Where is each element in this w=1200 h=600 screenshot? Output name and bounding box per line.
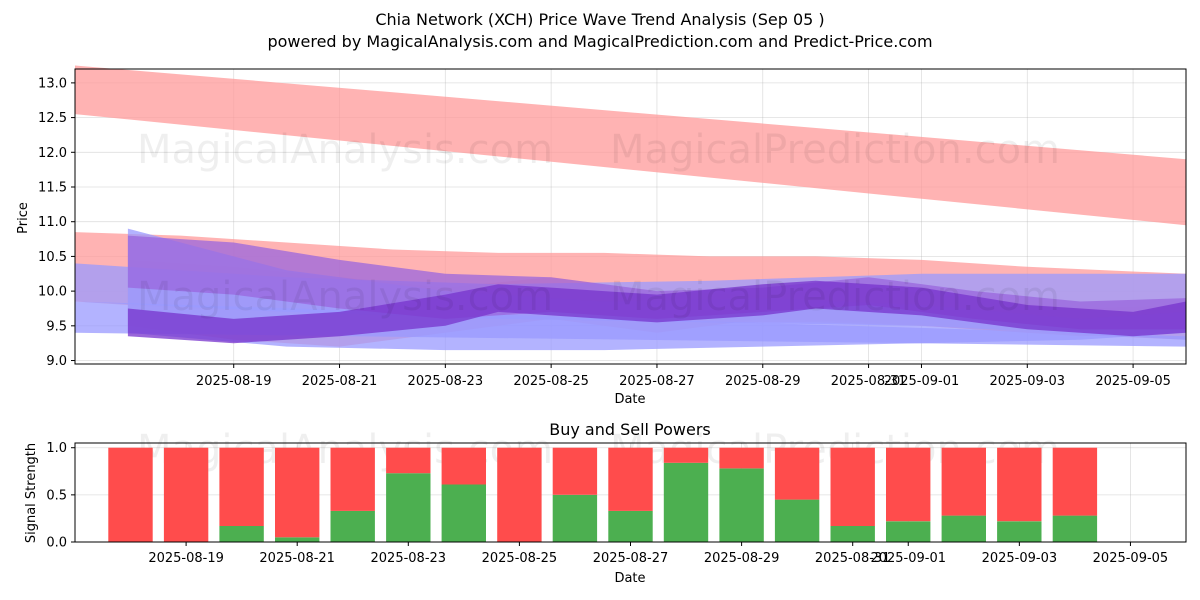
sell-power-bar bbox=[886, 447, 931, 522]
signal-y-tick-label: 0.0 bbox=[46, 536, 67, 551]
signal-x-tick-label: 2025-09-05 bbox=[1093, 551, 1169, 566]
signal-bars bbox=[108, 447, 1098, 542]
price-x-axis-label: Date bbox=[614, 392, 645, 407]
signal-y-tick-label: 1.0 bbox=[46, 441, 67, 456]
signal-x-tick-label: 2025-08-25 bbox=[482, 551, 558, 566]
chart-subtitle: powered by MagicalAnalysis.com and Magic… bbox=[267, 32, 932, 51]
price-y-tick-label: 9.0 bbox=[46, 354, 67, 369]
buy-power-bar bbox=[886, 521, 931, 542]
price-y-tick-label: 10.5 bbox=[38, 250, 67, 265]
buy-power-bar bbox=[275, 537, 320, 542]
signal-x-tick-label: 2025-08-21 bbox=[259, 551, 335, 566]
signal-x-tick-label: 2025-08-29 bbox=[704, 551, 780, 566]
buy-power-bar bbox=[663, 462, 709, 542]
buy-power-bar bbox=[830, 526, 875, 542]
price-wave-band bbox=[127, 280, 1186, 344]
signal-x-tick-label: 2025-09-03 bbox=[982, 551, 1058, 566]
price-y-tick-label: 11.5 bbox=[38, 181, 67, 196]
signal-chart: Buy and Sell Powers MagicalAnalysis.com … bbox=[24, 420, 1187, 586]
signal-x-tick-label: 2025-08-31 bbox=[815, 551, 891, 566]
signal-y-axis-label: Signal Strength bbox=[24, 443, 39, 543]
buy-power-bar bbox=[941, 515, 986, 542]
buy-power-bar bbox=[774, 499, 820, 542]
sell-power-bar bbox=[497, 447, 542, 542]
buy-power-bar bbox=[219, 526, 264, 542]
price-y-tick-label: 9.5 bbox=[46, 319, 67, 334]
price-y-tick-label: 13.0 bbox=[38, 76, 67, 91]
price-y-tick-label: 11.0 bbox=[38, 215, 67, 230]
sell-power-bar bbox=[719, 447, 764, 469]
sell-power-bar bbox=[441, 447, 486, 485]
sell-power-bar bbox=[386, 447, 431, 474]
signal-x-tick-label: 2025-08-19 bbox=[148, 551, 224, 566]
price-y-tick-label: 10.0 bbox=[38, 285, 67, 300]
watermark-prediction: MagicalPrediction.com bbox=[610, 127, 1060, 173]
price-x-ticks: 2025-08-19 2025-08-21 2025-08-23 2025-08-25… bbox=[196, 364, 1171, 389]
signal-y-ticks: 0.0 0.5 1.0 bbox=[46, 441, 75, 551]
price-x-tick-label: 2025-08-21 bbox=[302, 374, 378, 389]
buy-power-bar bbox=[330, 510, 375, 542]
price-x-tick-label: 2025-09-01 bbox=[884, 374, 960, 389]
signal-x-tick-label: 2025-08-23 bbox=[371, 551, 447, 566]
watermark-prediction-mid: MagicalPrediction.com bbox=[610, 274, 1060, 320]
sell-power-bar bbox=[663, 447, 709, 463]
signal-y-tick-label: 0.5 bbox=[46, 488, 67, 503]
sell-power-bar bbox=[997, 447, 1042, 522]
signal-chart-title: Buy and Sell Powers bbox=[549, 420, 711, 439]
price-x-tick-label: 2025-09-03 bbox=[990, 374, 1066, 389]
watermark-analysis: MagicalAnalysis.com bbox=[137, 127, 553, 173]
signal-x-axis-label: Date bbox=[614, 571, 645, 586]
signal-x-tick-label: 2025-09-01 bbox=[870, 551, 946, 566]
sell-power-bar bbox=[774, 447, 820, 500]
chart-title: Chia Network (XCH) Price Wave Trend Anal… bbox=[375, 10, 824, 29]
price-y-axis-label: Price bbox=[16, 202, 31, 234]
sell-power-bar bbox=[275, 447, 320, 538]
sell-power-bar bbox=[330, 447, 375, 511]
sell-power-bar bbox=[108, 447, 153, 542]
sell-power-bar bbox=[608, 447, 653, 511]
sell-power-bar bbox=[830, 447, 875, 526]
buy-power-bar bbox=[719, 468, 764, 542]
signal-x-ticks: 2025-08-19 2025-08-21 2025-08-23 2025-08-25… bbox=[148, 542, 1168, 566]
price-x-tick-label: 2025-08-25 bbox=[513, 374, 589, 389]
sell-power-bar bbox=[1052, 447, 1098, 516]
price-y-ticks: 9.0 9.5 10.0 10.5 11.0 11.5 12.0 12.5 13.0 bbox=[38, 76, 75, 369]
price-wave-band bbox=[75, 65, 1186, 226]
price-x-tick-label: 2025-08-23 bbox=[408, 374, 484, 389]
price-plot-frame bbox=[74, 68, 1187, 365]
price-bands bbox=[75, 65, 1186, 351]
price-chart: MagicalAnalysis.com MagicalPrediction.co… bbox=[16, 65, 1187, 407]
signal-x-tick-label: 2025-08-27 bbox=[593, 551, 669, 566]
price-x-tick-label: 2025-09-05 bbox=[1095, 374, 1171, 389]
buy-power-bar bbox=[552, 494, 598, 542]
sell-power-bar bbox=[552, 447, 598, 495]
watermark-analysis-mid: MagicalAnalysis.com bbox=[137, 274, 553, 320]
price-x-tick-label: 2025-08-29 bbox=[725, 374, 801, 389]
price-y-tick-label: 12.5 bbox=[38, 111, 67, 126]
price-x-tick-label: 2025-08-19 bbox=[196, 374, 272, 389]
buy-power-bar bbox=[1052, 515, 1098, 542]
buy-power-bar bbox=[386, 473, 431, 542]
buy-power-bar bbox=[441, 484, 486, 542]
buy-power-bar bbox=[608, 510, 653, 542]
sell-power-bar bbox=[219, 447, 264, 526]
price-x-tick-label: 2025-08-27 bbox=[619, 374, 695, 389]
sell-power-bar bbox=[941, 447, 986, 516]
price-x-tick-label: 2025-08-31 bbox=[831, 374, 907, 389]
buy-power-bar bbox=[997, 521, 1042, 542]
sell-power-bar bbox=[163, 447, 209, 542]
price-y-tick-label: 12.0 bbox=[38, 146, 67, 161]
